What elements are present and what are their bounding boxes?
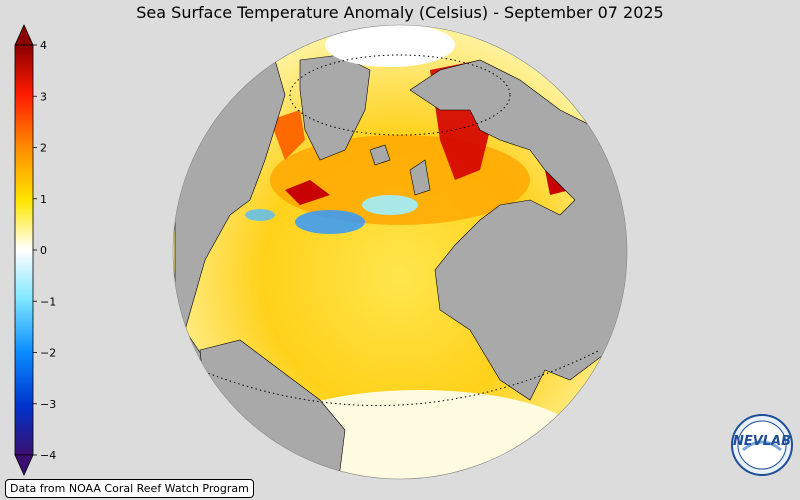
- data-credit: Data from NOAA Coral Reef Watch Program: [5, 479, 254, 498]
- colorbar-tick-label: 2: [40, 142, 47, 155]
- colorbar-tick-label: −4: [40, 449, 56, 462]
- colorbar-tick-label: 3: [40, 90, 47, 103]
- colorbar-min-arrow: [14, 454, 34, 476]
- logo-text: NEVLAB: [732, 434, 792, 449]
- colorbar-tick-label: 4: [40, 39, 47, 52]
- page-title: Sea Surface Temperature Anomaly (Celsius…: [136, 3, 664, 22]
- colorbar: 4 3 2 1 0 −1 −2 −3 −4: [14, 24, 56, 476]
- colorbar-tick-label: −3: [40, 398, 56, 411]
- land-eurafrica: [409, 59, 627, 401]
- colorbar-tick-label: −1: [40, 295, 56, 308]
- colorbar-tick-label: 0: [40, 244, 47, 257]
- colorbar-tick-label: 1: [40, 193, 47, 206]
- nevlab-logo: NEVLAB: [731, 414, 793, 476]
- colorbar-tick-label: −2: [40, 347, 56, 360]
